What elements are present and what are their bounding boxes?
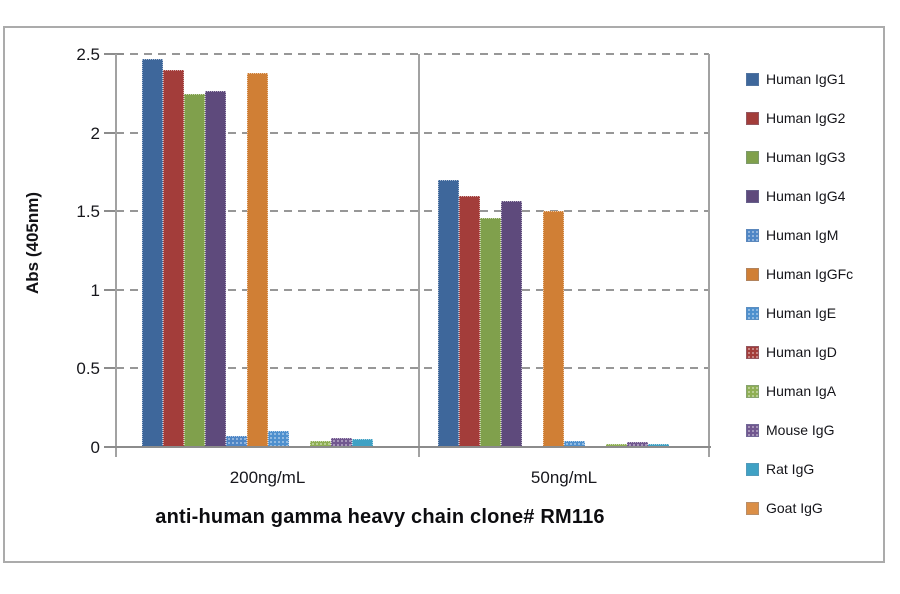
legend-item: Human IgE (746, 302, 853, 324)
y-tick-mark (104, 53, 124, 55)
bar (246, 72, 268, 447)
y-tick-mark (104, 131, 116, 134)
bar (141, 58, 163, 447)
legend-item-label: Human IgD (766, 344, 837, 360)
bar (459, 195, 480, 447)
legend-swatch-icon (746, 228, 759, 242)
category-boundary-line (708, 54, 710, 457)
bar (330, 437, 352, 447)
chart-frame: Abs (405nm) 0 0.5 1 1.5 2 2.5 200ng/mL 50ng/mL… (3, 26, 885, 563)
legend-swatch-icon (746, 150, 759, 164)
legend-swatch-icon (746, 501, 759, 515)
category-label: 200ng/mL (229, 468, 306, 487)
legend-swatch-icon (746, 189, 759, 203)
legend-swatch-icon (746, 423, 759, 437)
legend-item-label: Human IgG2 (766, 110, 846, 126)
x-axis-line (114, 445, 711, 448)
y-tick-label: 1.5 (76, 202, 100, 221)
category-boundary-line (418, 54, 420, 457)
y-axis-line (115, 54, 117, 457)
legend-item: Human IgG2 (746, 107, 853, 129)
y-tick-mark (104, 210, 116, 212)
y-gridline (116, 288, 709, 291)
bar (183, 93, 205, 447)
legend-item-label: Human IgM (766, 227, 839, 243)
legend-item: Human IgD (746, 341, 853, 363)
legend: Human IgG1 Human IgG2 Human IgG3 Human IgG4… (746, 68, 853, 519)
bar (627, 441, 648, 447)
legend-item: Human IgM (746, 224, 853, 246)
legend-item-label: Human IgA (766, 383, 837, 399)
y-gridline (116, 53, 709, 55)
bar (648, 443, 669, 447)
legend-item: Human IgG3 (746, 146, 853, 168)
bar-group-50ng/mL (419, 54, 709, 447)
legend-swatch-icon (746, 111, 759, 125)
legend-item-label: Mouse IgG (766, 422, 835, 438)
legend-swatch-icon (746, 306, 759, 320)
y-gridline (116, 210, 709, 212)
legend-swatch-icon (746, 384, 759, 398)
bar (606, 443, 627, 447)
legend-swatch-icon (746, 267, 759, 281)
y-gridline (116, 131, 709, 134)
bar-group-200ng/mL (116, 54, 419, 447)
legend-item-label: Human IgE (766, 305, 837, 321)
bar (564, 440, 585, 447)
y-tick-mark (104, 288, 116, 291)
y-tick-mark (104, 445, 116, 448)
legend-swatch-icon (746, 72, 759, 86)
y-tick-label: 2.5 (76, 45, 100, 64)
legend-item: Human IgGFc (746, 263, 853, 285)
chart-title: anti-human gamma heavy chain clone# RM11… (155, 506, 605, 528)
bar (351, 438, 373, 447)
y-gridline (116, 367, 709, 369)
legend-item-label: Rat IgG (766, 461, 815, 477)
legend-item-label: Human IgG1 (766, 71, 846, 87)
legend-item: Human IgA (746, 380, 853, 402)
y-axis-title: Abs (405nm) (23, 191, 42, 295)
y-tick-label: 0.5 (76, 359, 100, 378)
legend-item: Human IgG4 (746, 185, 853, 207)
y-tick-label: 2 (90, 123, 100, 143)
category-label: 50ng/mL (530, 468, 598, 487)
bar (543, 210, 564, 447)
bar (267, 430, 289, 447)
bar (225, 435, 247, 447)
legend-item: Goat IgG (746, 497, 853, 519)
bar (309, 440, 331, 447)
bar (204, 90, 226, 447)
y-tick-label: 1 (90, 280, 100, 300)
bar (501, 200, 522, 447)
legend-item-label: Human IgGFc (766, 266, 854, 282)
legend-item-label: Goat IgG (766, 500, 823, 516)
legend-swatch-icon (746, 462, 759, 476)
legend-item-label: Human IgG3 (766, 149, 846, 165)
legend-item: Human IgG1 (746, 68, 853, 90)
y-tick-label: 0 (90, 437, 100, 457)
bar (162, 69, 184, 447)
legend-item-label: Human IgG4 (766, 188, 846, 204)
bar (480, 217, 501, 447)
legend-swatch-icon (746, 345, 759, 359)
legend-item: Mouse IgG (746, 419, 853, 441)
bar (438, 179, 459, 447)
legend-item: Rat IgG (746, 458, 853, 480)
y-tick-mark (104, 367, 116, 369)
